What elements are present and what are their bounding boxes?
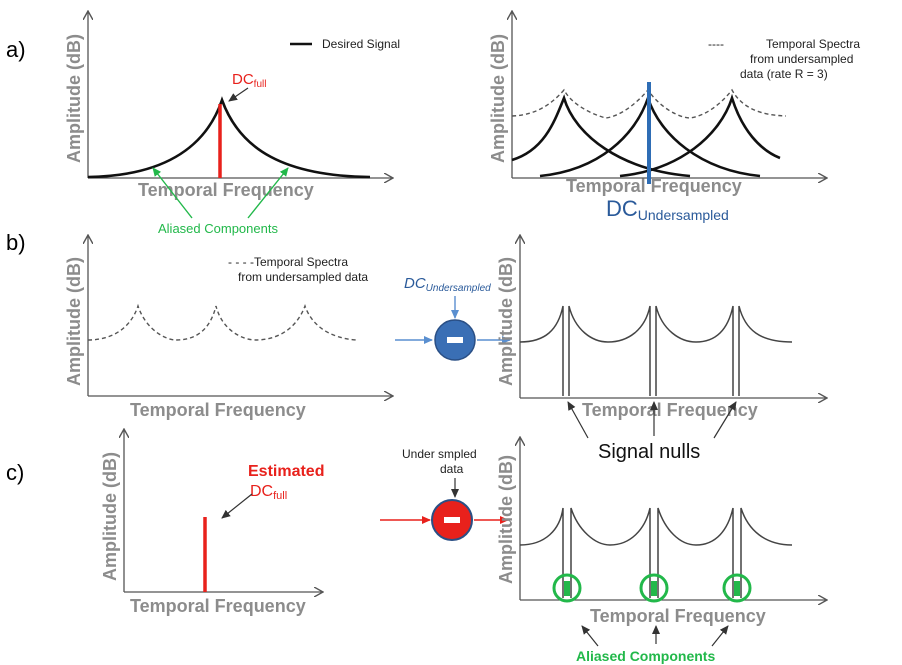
estimated-dc-label: DCfull xyxy=(250,483,287,502)
minus-sign xyxy=(447,337,463,343)
replica-curve-3 xyxy=(619,93,781,178)
aliased-components-label: Aliased Components xyxy=(576,648,715,664)
dc-full-arrow xyxy=(228,87,249,102)
aliased-arrow-3 xyxy=(711,625,729,647)
undersampled-data-label-2: data xyxy=(440,462,464,476)
dc-undersampled-input-label: DCUndersampled xyxy=(404,275,491,294)
x-axis-title: Temporal Frequency xyxy=(138,180,314,200)
panel-a-left: Amplitude (dB) Temporal Frequency Desire… xyxy=(64,12,400,236)
panel-label-a: a) xyxy=(6,37,26,62)
panel-a-right: Amplitude (dB) Temporal Frequency ---- T… xyxy=(488,12,860,223)
minus-sign xyxy=(444,517,460,523)
aliased-components-label: Aliased Components xyxy=(158,221,278,236)
estimated-dc-arrow xyxy=(221,493,253,519)
legend-line-1: Temporal Spectra xyxy=(766,37,860,51)
dc-full-label: DCfull xyxy=(232,71,266,90)
dc-undersampled-label: DCUndersampled xyxy=(606,196,729,223)
replica-curve-1 xyxy=(511,94,691,178)
panel-b-right: Amplitude (dB) Temporal Frequency Signal… xyxy=(496,236,826,463)
aliased-marker-2 xyxy=(639,573,669,603)
residual-spectra-curve xyxy=(519,507,793,598)
null-arrow-3 xyxy=(713,401,737,439)
legend-line-2: from undersampled xyxy=(750,52,853,66)
desired-signal-curve xyxy=(87,96,371,179)
y-axis-title: Amplitude (dB) xyxy=(496,455,516,584)
legend-line-1: - - - -Temporal Spectra xyxy=(228,255,348,269)
aliased-marker-3 xyxy=(722,573,752,603)
x-axis-title: Temporal Frequency xyxy=(130,400,306,420)
x-axis-title: Temporal Frequency xyxy=(590,606,766,626)
panel-c-right: Amplitude (dB) Temporal Frequency Aliase… xyxy=(496,438,826,664)
signal-nulls-label: Signal nulls xyxy=(598,441,700,463)
panel-b-operator: DCUndersampled xyxy=(395,275,511,361)
aliased-arrow-left xyxy=(152,167,193,219)
estimated-label: Estimated xyxy=(248,463,324,480)
aliased-arrow-1 xyxy=(581,625,599,647)
aliased-arrow-right xyxy=(247,167,289,219)
y-axis-title: Amplitude (dB) xyxy=(496,257,516,386)
y-axis-title: Amplitude (dB) xyxy=(64,257,84,386)
y-axis-title: Amplitude (dB) xyxy=(100,452,120,581)
panel-c-operator: Under smpled data xyxy=(380,447,509,541)
x-axis-title: Temporal Frequency xyxy=(130,596,306,616)
legend-line-2: from undersampled data xyxy=(238,270,368,284)
undersampled-data-label-1: Under smpled xyxy=(402,447,477,461)
x-axis-title: Temporal Frequency xyxy=(582,400,758,420)
legend-desired-signal: Desired Signal xyxy=(322,37,400,51)
aliased-marker-1 xyxy=(552,573,582,603)
legend-line-3: data (rate R = 3) xyxy=(740,67,828,81)
panel-c-left: Amplitude (dB) Temporal Frequency Estima… xyxy=(100,430,324,616)
y-axis-title: Amplitude (dB) xyxy=(488,34,508,163)
x-axis-title: Temporal Frequency xyxy=(566,176,742,196)
panel-label-b: b) xyxy=(6,230,26,255)
null-arrow-1 xyxy=(567,401,589,439)
undersampled-spectra-curve xyxy=(87,303,357,341)
nulled-spectra-curve xyxy=(519,305,793,396)
panel-label-c: c) xyxy=(6,460,24,485)
panel-b-left: Amplitude (dB) Temporal Frequency - - - … xyxy=(64,236,392,420)
legend-dash: ---- xyxy=(708,37,724,51)
y-axis-title: Amplitude (dB) xyxy=(64,34,84,163)
